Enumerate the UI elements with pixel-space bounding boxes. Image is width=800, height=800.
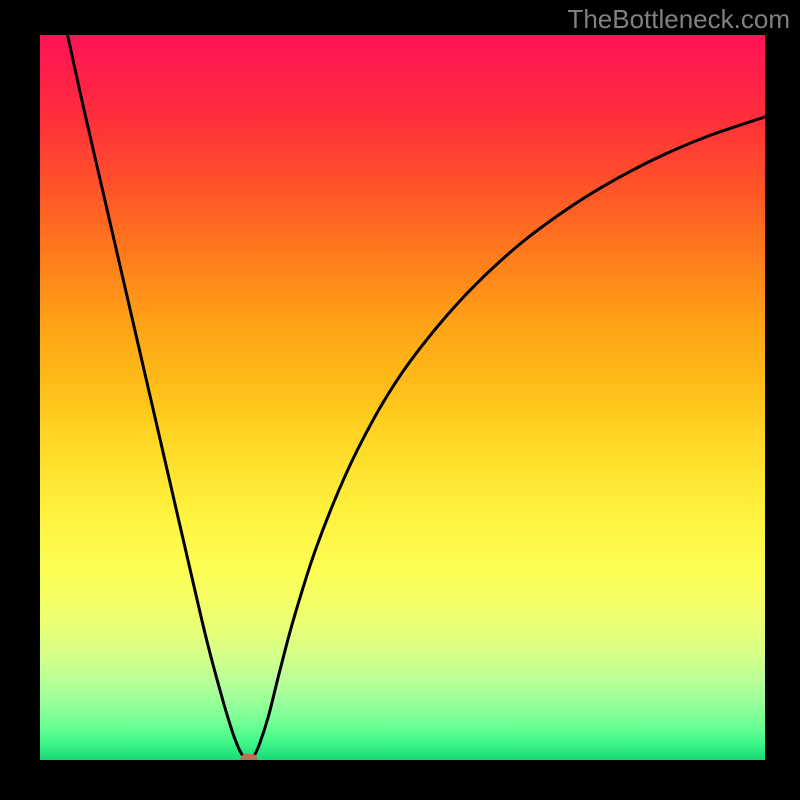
plot-background — [40, 35, 765, 760]
bottleneck-chart — [0, 0, 800, 800]
minimum-marker — [240, 754, 257, 766]
watermark-text: TheBottleneck.com — [567, 4, 790, 35]
chart-frame: TheBottleneck.com — [0, 0, 800, 800]
